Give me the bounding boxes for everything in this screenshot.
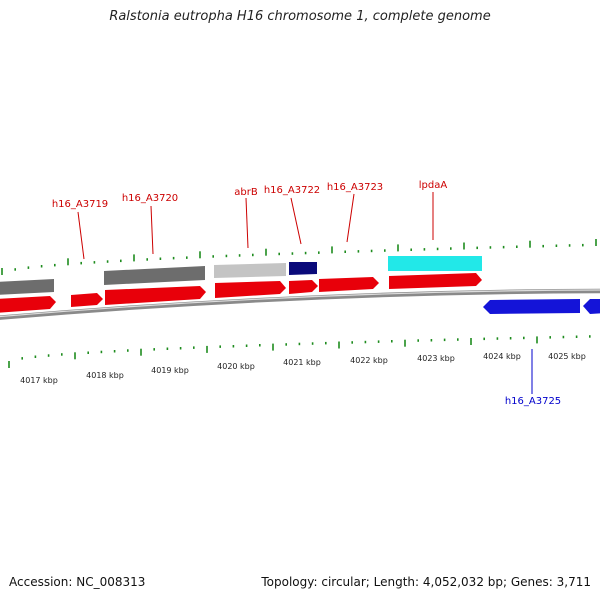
reverse-gene-arrow bbox=[583, 299, 600, 314]
feature-bar-gray-1 bbox=[0, 279, 54, 295]
gene-label-h16-a3725: h16_A3725 bbox=[505, 396, 561, 407]
forward-gene-arrow bbox=[0, 296, 56, 313]
gene-label-lpdaa: lpdaA bbox=[419, 180, 448, 191]
gene-label-h16-a3723: h16_A3723 bbox=[327, 182, 383, 193]
gene-label-h16-a3720: h16_A3720 bbox=[122, 193, 178, 204]
scale-label: 4025 kbp bbox=[548, 352, 586, 361]
scale-label: 4022 kbp bbox=[350, 356, 388, 365]
scale-label: 4018 kbp bbox=[86, 371, 124, 380]
genome-backbone-highlight bbox=[0, 289, 600, 318]
label-leader-line bbox=[290, 197, 302, 245]
forward-gene-arrow bbox=[389, 273, 482, 289]
label-leader-line bbox=[77, 211, 85, 260]
scale-label: 4020 kbp bbox=[217, 362, 255, 371]
scale-label: 4021 kbp bbox=[283, 358, 321, 367]
upper-tick-marks bbox=[1, 239, 597, 275]
scale-label: 4019 kbp bbox=[151, 366, 189, 375]
feature-bar-gray-2 bbox=[104, 266, 205, 285]
genome-backbone bbox=[0, 288, 600, 320]
forward-gene-arrow bbox=[71, 293, 103, 307]
feature-bar-lightgray bbox=[214, 263, 286, 278]
gene-label-h16-a3719: h16_A3719 bbox=[52, 199, 108, 210]
label-leader-line bbox=[245, 197, 249, 249]
gene-label-abrb: abrB bbox=[234, 187, 258, 198]
feature-bar-navy bbox=[289, 262, 317, 275]
gene-label-h16-a3722: h16_A3722 bbox=[264, 185, 320, 196]
label-leader-line bbox=[346, 193, 355, 243]
label-leader-line bbox=[150, 205, 154, 255]
forward-gene-arrow bbox=[289, 280, 318, 294]
forward-gene-arrow bbox=[215, 281, 286, 298]
scale-label: 4017 kbp bbox=[20, 376, 58, 385]
scale-label: 4024 kbp bbox=[483, 352, 521, 361]
scale-label: 4023 kbp bbox=[417, 354, 455, 363]
lower-tick-marks bbox=[8, 335, 591, 368]
forward-gene-arrow bbox=[319, 277, 379, 292]
map-title: Ralstonia eutropha H16 chromosome 1, com… bbox=[109, 9, 491, 24]
reverse-gene-arrow bbox=[483, 299, 580, 314]
forward-gene-arrow bbox=[105, 286, 206, 305]
accession-text: Accession: NC_008313 bbox=[9, 575, 146, 589]
genome-summary-text: Topology: circular; Length: 4,052,032 bp… bbox=[261, 575, 591, 589]
feature-bar-cyan bbox=[388, 256, 482, 271]
